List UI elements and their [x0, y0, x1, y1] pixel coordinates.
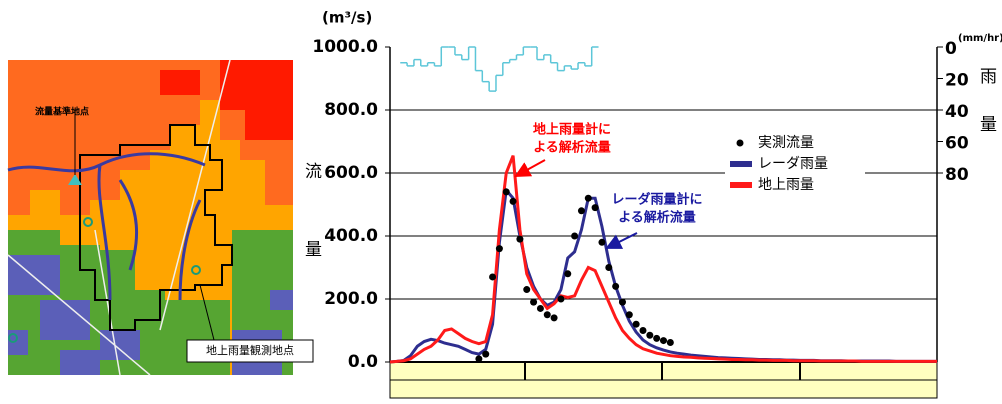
- y2-axis-title: 雨: [980, 67, 997, 87]
- map-label: 流量基準地点: [35, 106, 89, 118]
- data-point: [667, 339, 674, 346]
- annotation-arrow: [607, 233, 637, 248]
- y2-tick-label: 40: [945, 102, 969, 122]
- annotation-arrow: [516, 160, 545, 176]
- legend-label: 地上雨量: [758, 177, 814, 193]
- data-point: [646, 332, 653, 339]
- data-point: [660, 337, 667, 344]
- legend-label: レーダ雨量: [758, 156, 828, 172]
- y-tick-label: 0.0: [348, 352, 378, 372]
- y-tick-label: 1000.0: [312, 37, 378, 57]
- annotation: 地上雨量計に: [533, 122, 611, 138]
- y-axis-title: 流: [305, 162, 322, 182]
- annotation: よる解析流量: [533, 140, 611, 156]
- data-point: [564, 270, 571, 277]
- data-point: [544, 311, 551, 318]
- map-zone: [160, 70, 200, 95]
- y-tick-label: 600.0: [324, 163, 378, 183]
- y2-axis-title: 量: [980, 115, 997, 135]
- data-point: [551, 314, 558, 321]
- data-point: [633, 321, 640, 328]
- data-point: [496, 245, 503, 252]
- legend-label: 実測流量: [758, 135, 814, 151]
- data-point: [530, 299, 537, 306]
- page: {"map": {"labels": ["流量基準地点", "地上雨量観測地点"…: [0, 0, 1002, 404]
- data-point: [537, 305, 544, 312]
- map: 流量基準地点 地上雨量観測地点: [8, 60, 313, 375]
- map-zone: [165, 300, 230, 375]
- figure: 流量基準地点 地上雨量観測地点 (m³/s) (mm/hr) 流 量 雨 量 0…: [0, 0, 1002, 404]
- y2-tick-label: 80: [945, 165, 969, 185]
- data-point: [489, 273, 496, 280]
- y-tick-label: 200.0: [324, 289, 378, 309]
- data-point: [516, 236, 523, 243]
- data-point: [475, 355, 482, 362]
- y-axis-title: 量: [305, 240, 322, 260]
- y-tick-label: 400.0: [324, 226, 378, 246]
- data-point: [571, 233, 578, 240]
- data-point: [557, 296, 564, 303]
- data-point: [639, 327, 646, 334]
- data-point: [585, 195, 592, 202]
- y2-axis-unit: (mm/hr): [958, 33, 1002, 44]
- y-axis-unit: (m³/s): [322, 9, 372, 27]
- data-point: [510, 198, 517, 205]
- data-point: [482, 351, 489, 358]
- data-point: [653, 335, 660, 342]
- data-point: [503, 188, 510, 195]
- data-point: [578, 207, 585, 214]
- y-tick-label: 800.0: [324, 100, 378, 120]
- data-point: [592, 204, 599, 211]
- y2-tick-label: 0: [945, 39, 957, 59]
- y2-tick-label: 60: [945, 134, 969, 154]
- data-point: [626, 311, 633, 318]
- map-label: 地上雨量観測地点: [206, 343, 294, 357]
- data-point: [605, 264, 612, 271]
- data-point: [619, 299, 626, 306]
- annotation: よる解析流量: [618, 210, 696, 226]
- y2-tick-label: 20: [945, 71, 969, 91]
- annotation: レーダ雨量計に: [611, 192, 702, 208]
- data-point: [523, 286, 530, 293]
- data-point: [612, 283, 619, 290]
- data-point: [598, 239, 605, 246]
- legend-marker: [737, 140, 744, 147]
